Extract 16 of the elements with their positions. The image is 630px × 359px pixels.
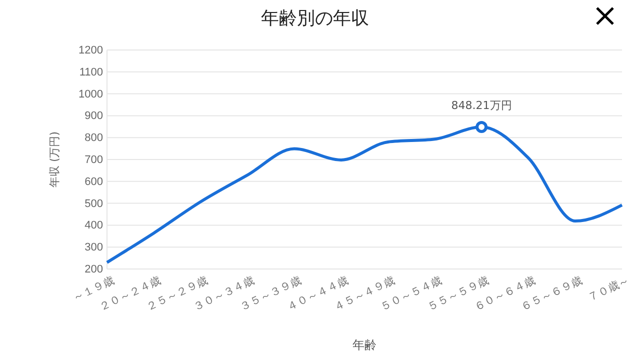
y-tick-label: 700 [84, 154, 103, 166]
y-tick-label: 400 [84, 220, 103, 232]
x-axis-title: 年齢 [352, 338, 376, 352]
y-tick-label: 800 [84, 132, 103, 144]
y-axis-title: 年収 (万円) [48, 131, 61, 188]
y-tick-label: 300 [84, 242, 103, 254]
y-tick-label: 1200 [78, 44, 103, 57]
y-tick-label: 200 [84, 264, 103, 276]
y-tick-label: 1100 [79, 66, 103, 78]
y-tick-label: 1000 [78, 88, 103, 100]
x-tick-label: ７０歳～ [586, 274, 630, 304]
chart-title: 年齢別の年収 [261, 8, 369, 29]
y-tick-label: 500 [84, 198, 103, 210]
annotation: 848.21万円 [451, 99, 512, 112]
y-tick-label: 900 [84, 110, 103, 122]
y-tick-label: 600 [84, 176, 103, 188]
